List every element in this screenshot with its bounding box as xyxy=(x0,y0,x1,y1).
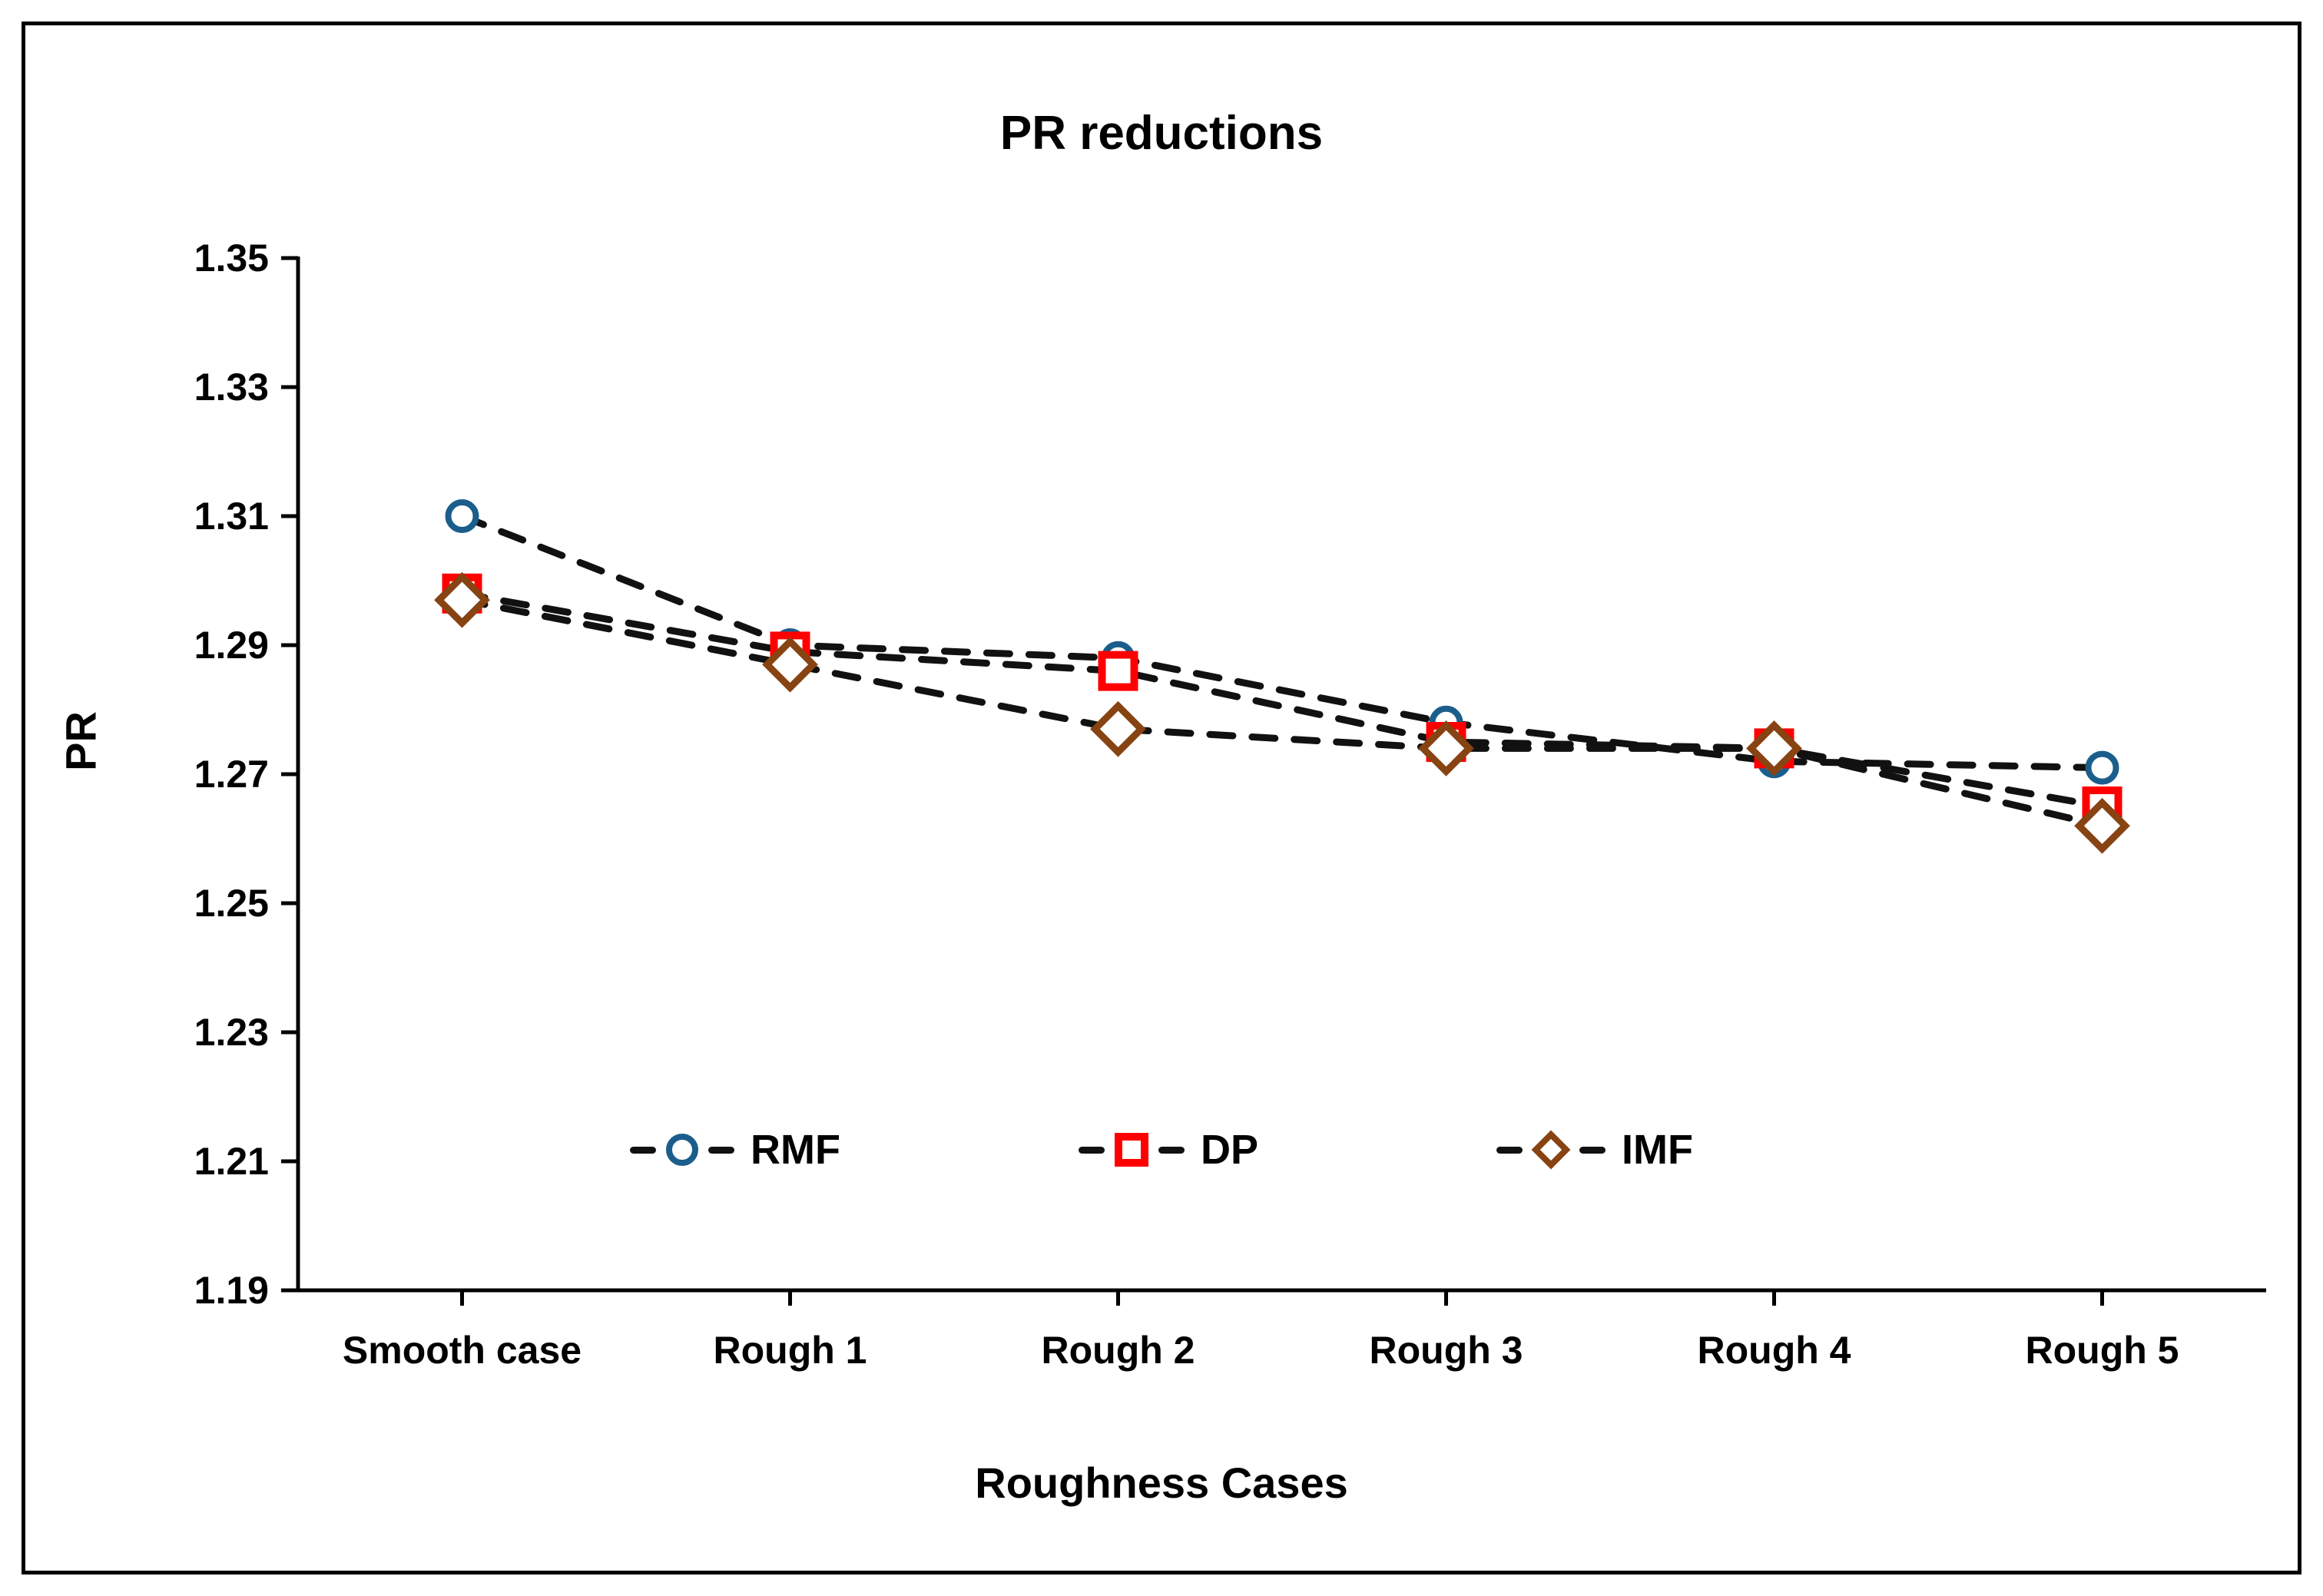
svg-text:1.19: 1.19 xyxy=(194,1269,269,1312)
svg-text:1.21: 1.21 xyxy=(194,1140,269,1183)
x-axis-title: Roughness Cases xyxy=(975,1459,1348,1507)
svg-text:1.31: 1.31 xyxy=(194,495,269,538)
data-point-diamond xyxy=(1090,700,1146,757)
legend-dash xyxy=(1579,1146,1606,1154)
series-line-imf xyxy=(459,596,2106,829)
data-point-diamond xyxy=(1746,720,1802,776)
legend-dash xyxy=(1158,1146,1185,1154)
legend-dash xyxy=(630,1146,657,1154)
data-point-diamond xyxy=(1418,720,1474,776)
series-markers-imf xyxy=(434,571,2130,854)
series-markers-dp xyxy=(442,573,2123,826)
legend-item-dp: DP xyxy=(1078,1126,1258,1174)
series-line-dp xyxy=(459,590,2106,810)
svg-text:1.27: 1.27 xyxy=(194,753,269,796)
legend-item-imf: IMF xyxy=(1496,1126,1693,1174)
series-line-rmf xyxy=(459,512,2106,772)
svg-text:1.29: 1.29 xyxy=(194,624,269,667)
svg-text:Rough 2: Rough 2 xyxy=(1042,1329,1195,1372)
svg-text:1.23: 1.23 xyxy=(194,1011,269,1054)
data-point-circle xyxy=(445,499,479,533)
svg-text:Rough 4: Rough 4 xyxy=(1698,1329,1851,1372)
svg-text:1.35: 1.35 xyxy=(194,237,269,280)
data-point-circle xyxy=(2085,750,2119,785)
series-markers-rmf xyxy=(445,499,2119,785)
legend-dash xyxy=(1078,1146,1105,1154)
data-point-diamond xyxy=(762,636,818,693)
legend: RMF DP IMF xyxy=(22,1120,2301,1180)
svg-text:Rough 3: Rough 3 xyxy=(1370,1329,1523,1372)
svg-text:1.33: 1.33 xyxy=(194,366,269,409)
svg-text:1.25: 1.25 xyxy=(194,882,269,925)
legend-label: RMF xyxy=(751,1127,840,1173)
legend-label: DP xyxy=(1200,1127,1258,1173)
svg-text:Smooth case: Smooth case xyxy=(343,1329,582,1372)
legend-circle-marker-icon xyxy=(666,1134,699,1166)
y-tick-labels: 1.35 1.33 1.31 1.29 1.27 1.25 1.23 1.21 1.19 xyxy=(194,237,269,1312)
axes xyxy=(281,256,2266,1306)
chart-title: PR reductions xyxy=(999,107,1324,160)
data-point-diamond xyxy=(434,571,490,628)
svg-text:Rough 1: Rough 1 xyxy=(714,1329,867,1372)
legend-square-marker-icon xyxy=(1114,1133,1148,1167)
legend-item-rmf: RMF xyxy=(630,1126,840,1174)
legend-dash xyxy=(1496,1146,1523,1154)
chart-border xyxy=(22,22,2301,1574)
data-point-diamond xyxy=(2074,797,2130,854)
legend-diamond-marker-icon xyxy=(1531,1130,1571,1170)
x-tick-labels: Smooth case Rough 1 Rough 2 Rough 3 Rough 4 R… xyxy=(343,1329,2179,1372)
data-point-square xyxy=(1098,651,1138,691)
legend-dash xyxy=(708,1146,735,1154)
legend-label: IMF xyxy=(1622,1127,1693,1173)
svg-text:Rough 5: Rough 5 xyxy=(2026,1329,2179,1372)
